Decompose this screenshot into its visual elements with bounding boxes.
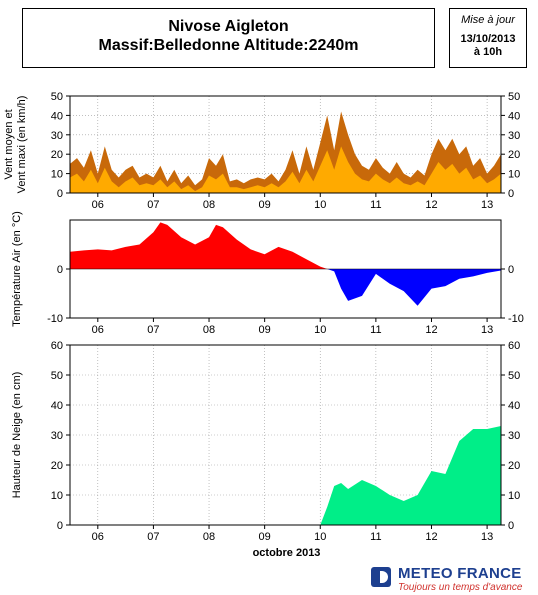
snow-ytick-label-left: 60 <box>51 340 63 352</box>
temp-ytick-label-left: 0 <box>57 264 63 276</box>
wind-ylabel: Vent moyen et <box>3 109 15 179</box>
wind-day-label: 13 <box>481 199 493 211</box>
temp-day-label: 11 <box>370 324 381 336</box>
station-subtitle: Massif:Belledonne Altitude:2240m <box>98 37 359 54</box>
wind-ytick-label-left: 0 <box>57 188 63 200</box>
wind-day-label: 07 <box>147 199 159 211</box>
station-title: Nivose Aigleton <box>168 18 289 35</box>
meteo-france-logo: METEO FRANCE Toujours un temps d'avance <box>368 562 533 593</box>
temp-day-label: 08 <box>203 324 215 336</box>
snow-ytick-label-right: 0 <box>508 520 514 532</box>
snow-day-label: 11 <box>370 531 381 543</box>
snow-ytick-label-left: 40 <box>51 400 63 412</box>
temp-ytick-label-left: -10 <box>47 313 63 325</box>
snow-day-label: 08 <box>203 531 215 543</box>
snow-day-label: 09 <box>259 531 271 543</box>
snow-ytick-label-right: 60 <box>508 340 520 352</box>
snow-day-label: 12 <box>425 531 437 543</box>
temp-positive-area <box>70 222 501 269</box>
wind-day-label: 09 <box>259 199 271 211</box>
wind-mean-area <box>70 146 501 193</box>
temp-day-label: 10 <box>314 324 326 336</box>
wind-ytick-label-right: 50 <box>508 91 520 103</box>
snow-ytick-label-left: 10 <box>51 490 63 502</box>
temp-ytick-label-right: 0 <box>508 264 514 276</box>
temp-day-label: 12 <box>425 324 437 336</box>
snow-ytick-label-left: 20 <box>51 460 63 472</box>
wind-ytick-label-left: 30 <box>51 130 63 142</box>
wind-ytick-label-left: 10 <box>51 169 63 181</box>
temp-ytick-label-right: -10 <box>508 313 524 325</box>
wind-ytick-label-left: 50 <box>51 91 63 103</box>
snow-ytick-label-left: 30 <box>51 430 63 442</box>
brand-name: METEO FRANCE <box>398 565 522 582</box>
temp-day-label: 07 <box>147 324 159 336</box>
wind-ytick-label-right: 10 <box>508 169 520 181</box>
title-box: Nivose Aigleton Massif:Belledonne Altitu… <box>22 8 435 68</box>
snow-ytick-label-left: 0 <box>57 520 63 532</box>
wind-day-label: 08 <box>203 199 215 211</box>
update-time: à 10h <box>473 46 503 58</box>
wind-ytick-label-right: 30 <box>508 130 520 142</box>
snow-day-label: 06 <box>92 531 104 543</box>
wind-ylabel: Vent maxi (en km/h) <box>16 96 28 194</box>
wind-day-label: 06 <box>92 199 104 211</box>
snow-ytick-label-right: 10 <box>508 490 520 502</box>
wind-ytick-label-right: 40 <box>508 110 520 122</box>
snow-day-label: 13 <box>481 531 493 543</box>
snow-ytick-label-right: 30 <box>508 430 520 442</box>
wind-ytick-label-right: 0 <box>508 188 514 200</box>
temp-day-label: 09 <box>259 324 271 336</box>
temp-ylabel: Température Air (en °C) <box>11 211 23 327</box>
wind-max-area <box>70 111 501 193</box>
snow-ylabel: Hauteur de Neige (en cm) <box>11 372 23 499</box>
update-date: 13/10/2013 <box>460 33 516 45</box>
snow-ytick-label-left: 50 <box>51 370 63 382</box>
meteo-france-logo-icon <box>371 567 391 587</box>
snow-day-label: 07 <box>147 531 159 543</box>
wind-day-label: 12 <box>425 199 437 211</box>
snow-area <box>70 426 501 525</box>
x-axis-label: octobre 2013 <box>253 547 321 559</box>
wind-frame <box>69 95 502 194</box>
temp-day-label: 06 <box>92 324 104 336</box>
brand-tagline: Toujours un temps d'avance <box>398 582 523 593</box>
temp-day-label: 13 <box>481 324 493 336</box>
snow-ytick-label-right: 20 <box>508 460 520 472</box>
update-label: Mise à jour <box>461 14 515 26</box>
snow-ytick-label-right: 40 <box>508 400 520 412</box>
wind-day-label: 10 <box>314 199 326 211</box>
wind-ytick-label-right: 20 <box>508 149 520 161</box>
wind-day-label: 11 <box>370 199 381 211</box>
temp-negative-area <box>70 269 501 306</box>
snow-day-label: 10 <box>314 531 326 543</box>
update-box: Mise à jour 13/10/2013 à 10h <box>449 8 527 68</box>
wind-ytick-label-left: 40 <box>51 110 63 122</box>
snow-ytick-label-right: 50 <box>508 370 520 382</box>
wind-ytick-label-left: 20 <box>51 149 63 161</box>
